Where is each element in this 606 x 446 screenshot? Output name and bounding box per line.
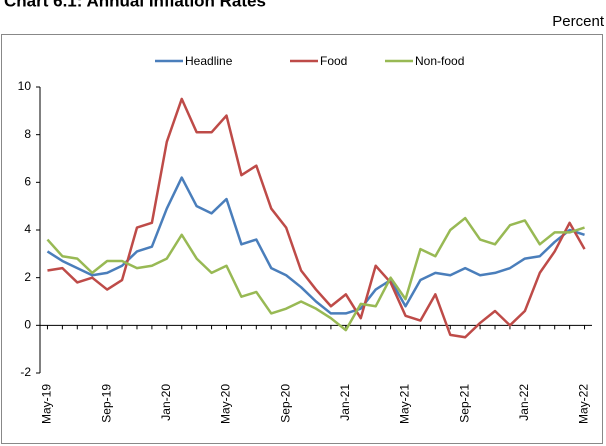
- y-axis-unit: Percent: [552, 13, 605, 30]
- y-tick-label: 10: [18, 79, 32, 93]
- x-tick-label: May-22: [577, 384, 591, 424]
- y-tick-label: -2: [20, 365, 31, 379]
- x-tick-label: Sep-19: [99, 384, 113, 423]
- series-line: [46, 176, 585, 315]
- legend-label: Non-food: [415, 54, 464, 68]
- x-tick-label: May-21: [398, 384, 412, 424]
- x-tick-label: May-20: [219, 384, 233, 424]
- chart-frame: [1, 34, 603, 444]
- series-line: [46, 216, 585, 332]
- x-tick-label: Jan-22: [517, 384, 531, 421]
- y-tick-label: 4: [24, 222, 31, 236]
- legend-label: Food: [320, 54, 347, 68]
- y-tick-label: 8: [24, 127, 31, 141]
- x-tick-label: Sep-21: [457, 384, 471, 423]
- x-tick-label: Jan-21: [338, 384, 352, 421]
- y-tick-label: 6: [24, 175, 31, 189]
- y-tick-label: 2: [24, 270, 31, 284]
- legend-label: Headline: [185, 54, 233, 68]
- x-tick-label: Jan-20: [159, 384, 173, 421]
- chart-title: Chart 6.1: Annual Inflation Rates: [4, 0, 266, 10]
- x-tick-label: Sep-20: [278, 384, 292, 423]
- x-tick-label: May-19: [40, 384, 54, 424]
- series-line: [47, 97, 586, 339]
- y-tick-label: 0: [24, 318, 31, 332]
